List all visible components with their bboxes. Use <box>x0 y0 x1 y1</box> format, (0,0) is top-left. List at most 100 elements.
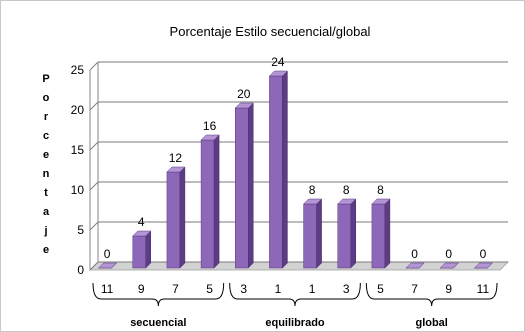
y-axis-label-letter: o <box>43 92 50 104</box>
bar <box>405 262 425 269</box>
bar-top <box>234 102 254 109</box>
y-tick-label: 20 <box>71 103 85 117</box>
x-tick-labels: 11 9 7 5 3 1 1 3 5 7 9 11 <box>101 282 490 296</box>
data-label: 8 <box>343 183 350 197</box>
bar-top <box>439 262 459 269</box>
gridline-depth <box>89 141 99 151</box>
group-label: secuencial <box>130 317 186 329</box>
bar-top <box>268 70 289 77</box>
x-tick-label: 9 <box>138 282 145 296</box>
bar-front <box>200 139 215 269</box>
x-tick-label: 7 <box>411 282 418 296</box>
bar <box>200 134 220 269</box>
y-tick-label: 5 <box>77 223 84 237</box>
bar <box>132 230 152 269</box>
data-label: 8 <box>309 183 316 197</box>
data-label: 4 <box>138 215 145 229</box>
bar-top <box>371 198 391 205</box>
data-label: 0 <box>480 247 487 261</box>
bar <box>473 262 494 269</box>
gridline-depth <box>89 61 99 71</box>
y-tick-label: 15 <box>71 143 85 157</box>
gridline-depth <box>89 181 99 191</box>
bar <box>371 198 391 269</box>
y-axis-label-letter: c <box>43 130 49 142</box>
y-tick-label: 25 <box>71 63 85 77</box>
gridlines <box>89 61 509 271</box>
bar-top <box>132 230 152 237</box>
bar-top <box>405 262 425 269</box>
x-tick-label: 3 <box>240 282 247 296</box>
group-label: equilibrado <box>265 317 325 329</box>
chart-title: Porcentaje Estilo secuencial/global <box>170 24 371 39</box>
bar-top <box>302 198 323 205</box>
bar-top <box>473 262 494 269</box>
bar-side <box>248 102 254 269</box>
bar-front <box>235 107 249 269</box>
bar-front <box>337 203 351 269</box>
group-label: global <box>415 317 447 329</box>
bar-side <box>213 134 220 269</box>
y-axis-label-letter: j <box>43 225 47 237</box>
bar-front <box>303 203 317 269</box>
bar-side <box>145 230 151 269</box>
bar-side <box>316 198 322 269</box>
x-tick-label: 1 <box>309 282 316 296</box>
y-tick-label: 10 <box>71 183 85 197</box>
bar-side <box>282 70 288 269</box>
bar-top <box>166 166 186 173</box>
x-tick-label: 3 <box>343 282 350 296</box>
y-tick-labels: 0 5 10 15 20 25 <box>71 63 85 277</box>
y-axis-label-letter: r <box>44 111 49 123</box>
y-axis-label-letter: P <box>42 73 49 85</box>
gridline-depth <box>89 221 99 231</box>
data-labels: 0 4 12 16 20 24 8 8 8 0 0 0 <box>104 55 487 261</box>
bar-top <box>337 198 357 205</box>
bar-top <box>200 134 220 141</box>
bars <box>97 70 494 269</box>
bar <box>302 198 323 269</box>
bar <box>268 70 289 269</box>
y-axis-label: Porcentaje <box>42 73 50 256</box>
bar-side <box>179 166 186 269</box>
data-label: 12 <box>169 151 183 165</box>
bar-front <box>166 171 181 269</box>
bar-top <box>97 262 118 269</box>
data-label: 16 <box>203 119 217 133</box>
bar-side <box>384 198 391 269</box>
y-axis-label-letter: n <box>43 168 50 180</box>
data-label: 24 <box>271 55 285 69</box>
bar <box>166 166 186 269</box>
gridline-depth <box>89 261 99 271</box>
data-label: 0 <box>411 247 418 261</box>
x-tick-label: 1 <box>275 282 282 296</box>
x-tick-label: 11 <box>477 282 490 296</box>
data-label: 0 <box>104 247 111 261</box>
bar-side <box>350 198 356 269</box>
y-axis-label-letter: a <box>43 206 50 218</box>
y-axis-label-letter: e <box>43 149 49 161</box>
data-label: 0 <box>445 247 452 261</box>
bar <box>234 102 254 269</box>
group-bracket <box>92 282 225 307</box>
data-label: 8 <box>377 183 384 197</box>
x-tick-label: 9 <box>445 282 452 296</box>
bar <box>337 198 357 269</box>
x-tick-label: 5 <box>377 282 384 296</box>
x-tick-label: 11 <box>101 282 114 296</box>
bar-front <box>371 203 386 269</box>
group-bracket <box>365 282 498 307</box>
x-tick-label: 5 <box>206 282 213 296</box>
category-groups: secuencial equilibrado global <box>92 282 498 329</box>
bar-front <box>132 235 146 269</box>
x-tick-label: 7 <box>172 282 179 296</box>
bar <box>97 262 118 269</box>
bar-front <box>269 75 283 269</box>
data-label: 20 <box>237 87 251 101</box>
gridline-depth <box>89 101 99 111</box>
group-bracket <box>229 282 361 307</box>
y-axis-label-letter: e <box>43 244 49 256</box>
